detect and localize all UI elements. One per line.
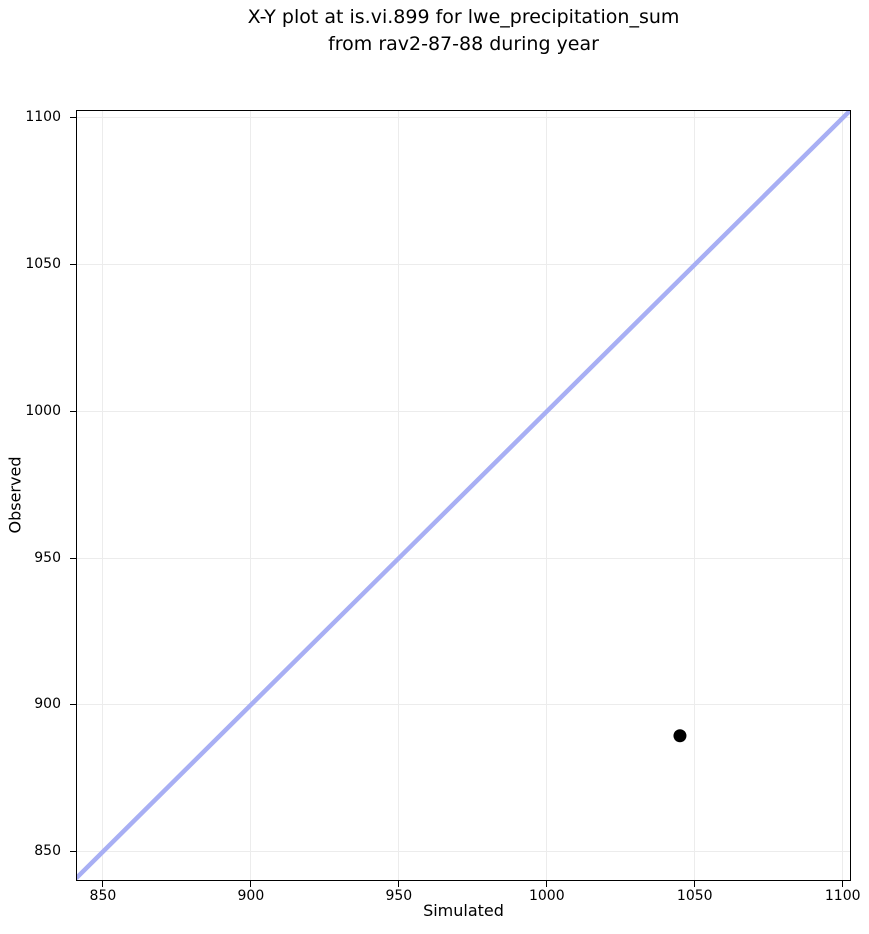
x-tick-mark (102, 881, 104, 887)
y-tick-mark (70, 557, 76, 559)
x-tick-label: 900 (237, 888, 265, 904)
y-tick-label: 1000 (25, 402, 61, 419)
gridline-horizontal (76, 117, 851, 119)
gridline-vertical (250, 110, 252, 881)
x-tick-mark (842, 881, 844, 887)
x-tick-label: 1100 (824, 888, 861, 904)
y-tick-label: 900 (34, 696, 61, 713)
identity-line (76, 110, 851, 880)
gridline-vertical (694, 110, 696, 881)
y-tick-mark (70, 117, 76, 119)
gridline-vertical (102, 110, 104, 881)
gridline-horizontal (76, 704, 851, 706)
plot-canvas (76, 110, 851, 880)
y-tick-label: 850 (34, 843, 61, 860)
x-axis-label: Simulated (423, 901, 504, 920)
y-axis-label: Observed (5, 456, 25, 534)
x-tick-mark (546, 881, 548, 887)
gridline-horizontal (76, 851, 851, 853)
gridline-vertical (398, 110, 400, 881)
x-tick-mark (250, 881, 252, 887)
y-tick-label: 1050 (25, 256, 61, 273)
y-tick-mark (70, 704, 76, 706)
plot-area (76, 110, 851, 881)
x-tick-mark (694, 881, 696, 887)
x-tick-label: 1000 (528, 888, 565, 904)
y-tick-label: 950 (34, 549, 61, 566)
x-tick-label: 1050 (676, 888, 713, 904)
data-point (673, 729, 687, 743)
chart-title: X-Y plot at is.vi.899 for lwe_precipitat… (76, 4, 851, 58)
chart-title-line-2: from rav2-87-88 during year (328, 33, 599, 55)
y-tick-mark (70, 264, 76, 266)
x-tick-label: 950 (385, 888, 413, 904)
chart-title-line-1: X-Y plot at is.vi.899 for lwe_precipitat… (247, 6, 680, 28)
gridline-vertical (842, 110, 844, 881)
gridline-horizontal (76, 557, 851, 559)
y-tick-mark (70, 851, 76, 853)
y-tick-mark (70, 410, 76, 412)
gridline-horizontal (76, 264, 851, 266)
x-tick-mark (398, 881, 400, 887)
gridline-vertical (546, 110, 548, 881)
gridline-horizontal (76, 410, 851, 412)
y-tick-label: 1100 (25, 109, 61, 126)
x-tick-label: 850 (89, 888, 117, 904)
